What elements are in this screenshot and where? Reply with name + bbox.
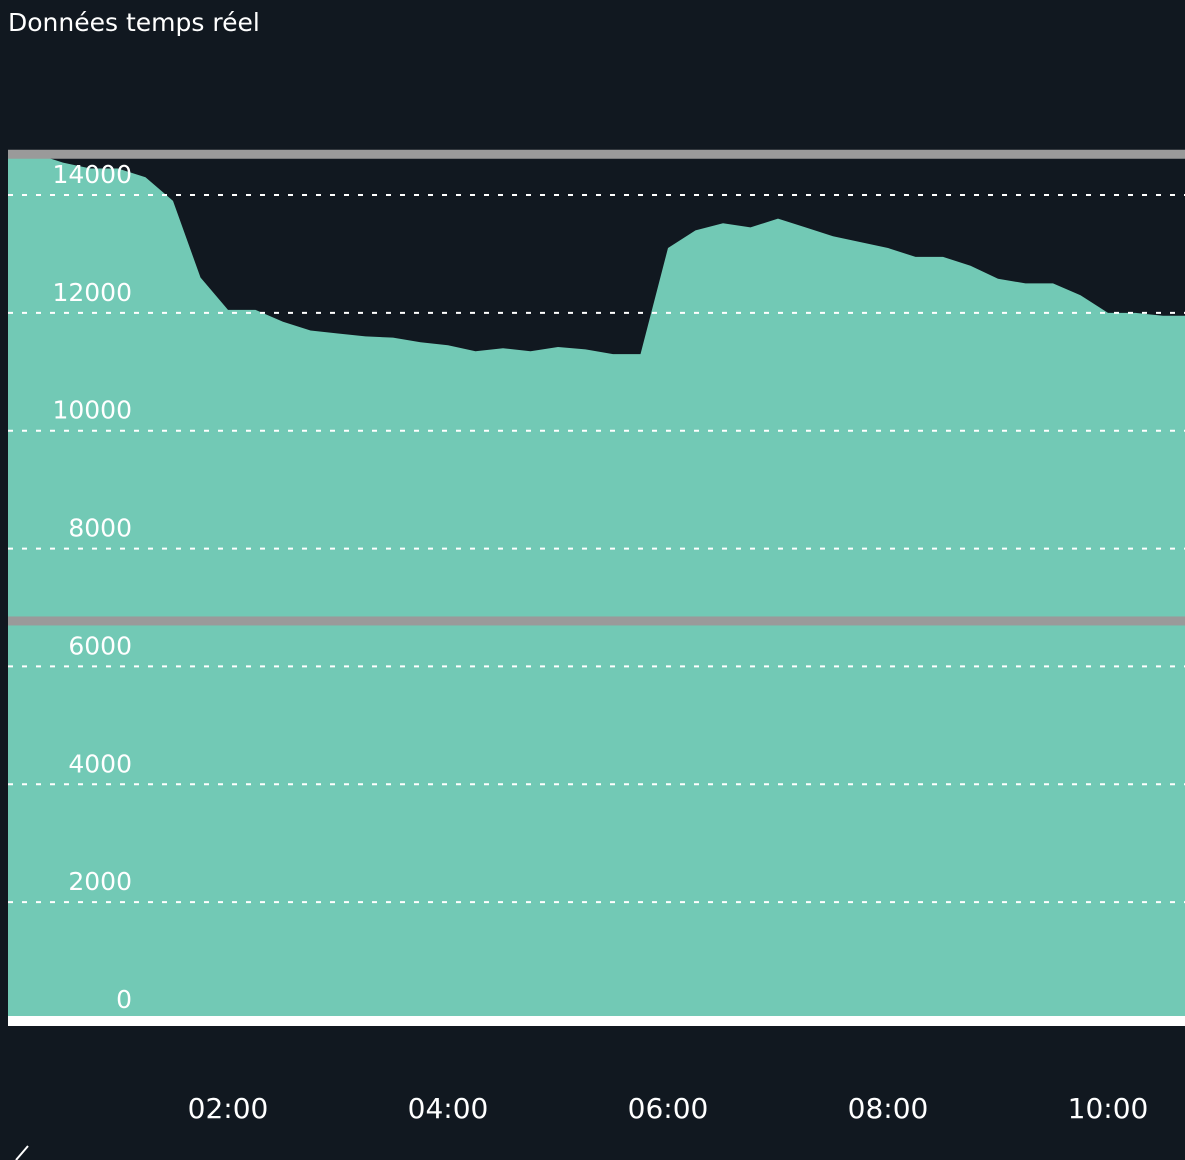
x-axis-ticks: 02:00 04:00 06:00 08:00 10:00 bbox=[188, 1092, 1149, 1125]
y-tick-label-0: 0 bbox=[116, 985, 132, 1014]
x-tick-label-0600: 06:00 bbox=[628, 1092, 709, 1125]
grid-layer bbox=[8, 194, 1185, 904]
y-tick-label-10000: 10000 bbox=[52, 396, 132, 425]
series-area-0 bbox=[8, 153, 1185, 1021]
reference-line-6780 bbox=[8, 616, 1185, 626]
reference-line-14700 bbox=[8, 149, 1185, 159]
reference-lines bbox=[8, 149, 1185, 626]
y-tick-label-8000: 8000 bbox=[68, 514, 132, 543]
y-tick-label-12000: 12000 bbox=[52, 278, 132, 307]
x-tick-label-0800: 08:00 bbox=[848, 1092, 929, 1125]
chart-title: Données temps réel bbox=[8, 8, 260, 37]
y-tick-label-6000: 6000 bbox=[68, 631, 132, 660]
y-axis-ticks: 0 2000 4000 6000 8000 10000 12000 14000 bbox=[52, 160, 132, 1014]
x-tick-label-0200: 02:00 bbox=[188, 1092, 269, 1125]
x-axis-baseline bbox=[8, 1016, 1185, 1026]
resize-handle-icon bbox=[15, 1145, 29, 1160]
y-tick-label-4000: 4000 bbox=[68, 749, 132, 778]
x-tick-label-1000: 10:00 bbox=[1068, 1092, 1149, 1125]
x-tick-label-0400: 04:00 bbox=[408, 1092, 489, 1125]
y-tick-label-2000: 2000 bbox=[68, 867, 132, 896]
y-tick-label-14000: 14000 bbox=[52, 160, 132, 189]
area-layer bbox=[8, 153, 1185, 1026]
